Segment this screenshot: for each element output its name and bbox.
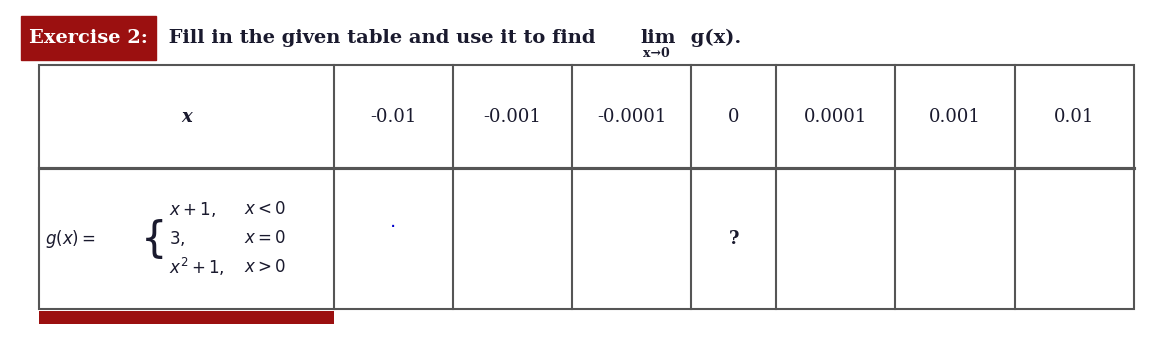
Text: $3,$: $3,$ bbox=[170, 229, 186, 248]
Text: lim: lim bbox=[641, 29, 676, 47]
Text: -0.01: -0.01 bbox=[370, 108, 417, 126]
Text: Exercise 2:: Exercise 2: bbox=[29, 29, 149, 47]
Text: $x+1,$: $x+1,$ bbox=[170, 200, 216, 219]
Text: $x<0$: $x<0$ bbox=[244, 201, 286, 218]
Text: $x=0$: $x=0$ bbox=[244, 230, 286, 247]
Text: 0.001: 0.001 bbox=[929, 108, 981, 126]
FancyBboxPatch shape bbox=[21, 16, 157, 60]
Text: x: x bbox=[181, 108, 192, 126]
Text: x→0: x→0 bbox=[643, 47, 670, 60]
Text: 0.01: 0.01 bbox=[1054, 108, 1095, 126]
Text: g(x).: g(x). bbox=[684, 29, 742, 47]
Text: $x^2+1,$: $x^2+1,$ bbox=[170, 256, 225, 278]
Bar bbox=[38, 311, 333, 324]
Text: .: . bbox=[390, 212, 396, 231]
Text: $\{$: $\{$ bbox=[140, 217, 164, 261]
Text: 0: 0 bbox=[728, 108, 740, 126]
Text: $g(x) =$: $g(x) =$ bbox=[44, 228, 95, 249]
Text: -0.0001: -0.0001 bbox=[597, 108, 666, 126]
Text: $x>0$: $x>0$ bbox=[244, 259, 286, 276]
Text: -0.001: -0.001 bbox=[484, 108, 541, 126]
Text: ?: ? bbox=[729, 229, 738, 247]
Bar bbox=[38, 65, 1134, 309]
Text: Fill in the given table and use it to find: Fill in the given table and use it to fi… bbox=[163, 29, 603, 47]
Text: 0.0001: 0.0001 bbox=[805, 108, 867, 126]
